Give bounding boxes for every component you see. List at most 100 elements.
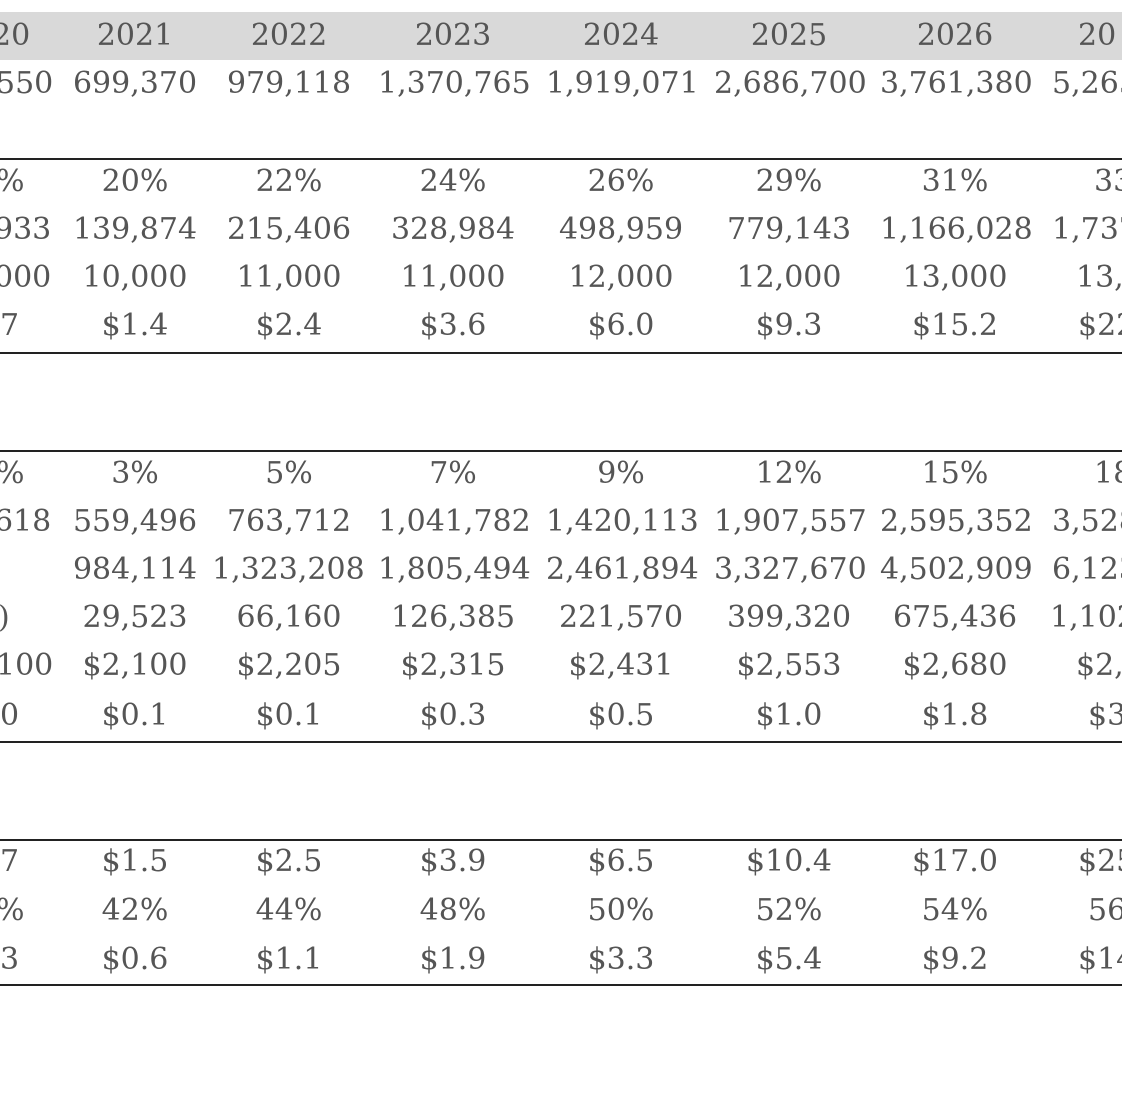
section-top-rule [0, 158, 1122, 160]
table-row: % 20% 22% 24% 26% 29% 31% 33 [0, 158, 1122, 206]
table-cell: $1.1 [255, 942, 323, 977]
section-top-rule [0, 450, 1122, 452]
table-cell: 3,761,380 [880, 66, 1033, 101]
table-cell: 5% [265, 456, 313, 491]
table-cell: 50% [587, 893, 655, 928]
section-bottom-rule [0, 352, 1122, 354]
table-cell: $22 [1078, 308, 1122, 343]
table-cell: 1,737 [1052, 212, 1122, 247]
table-cell: 1,102 [1050, 600, 1122, 635]
table-row: 0 $0.1 $0.1 $0.3 $0.5 $1.0 $1.8 $3 [0, 692, 1122, 740]
table-row: 3 $0.6 $1.1 $1.9 $3.3 $5.4 $9.2 $14 [0, 936, 1122, 984]
table-cell: $0.1 [101, 698, 169, 733]
table-cell: 3 [0, 942, 20, 977]
table-cell: $3.6 [419, 308, 487, 343]
table-cell: $9.2 [921, 942, 989, 977]
year-header-cell: 20 [1078, 18, 1117, 53]
section-bottom-rule [0, 741, 1122, 743]
table-cell: 29% [755, 164, 823, 199]
table-cell: 66,160 [236, 600, 342, 635]
table-cell: 984,114 [72, 552, 198, 587]
table-cell: 44% [255, 893, 323, 928]
table-cell: 56 [1088, 893, 1122, 928]
table-row: 7 $1.5 $2.5 $3.9 $6.5 $10.4 $17.0 $25 [0, 838, 1122, 886]
table-row: 100 $2,100 $2,205 $2,315 $2,431 $2,553 $… [0, 642, 1122, 690]
table-cell: 0 [0, 698, 20, 733]
table-cell: $10.4 [746, 844, 832, 879]
table-cell: $2.5 [255, 844, 323, 879]
table-cell: 12,000 [568, 260, 674, 295]
table-cell: $5.4 [755, 942, 823, 977]
table-cell: 10,000 [82, 260, 188, 295]
table-cell: $25 [1078, 844, 1122, 879]
table-cell: $1.8 [921, 698, 989, 733]
table-cell: $2, [1076, 648, 1122, 683]
table-cell: 33 [1094, 164, 1122, 199]
table-cell: 1,166,028 [880, 212, 1033, 247]
table-cell: $2,431 [568, 648, 674, 683]
table-row: 7 $1.4 $2.4 $3.6 $6.0 $9.3 $15.2 $22 [0, 302, 1122, 350]
table-cell: 20% [101, 164, 169, 199]
table-cell: 1,323,208 [212, 552, 365, 587]
table-cell: 2,595,352 [880, 504, 1033, 539]
table-cell: 7% [429, 456, 477, 491]
table-cell: $14 [1078, 942, 1122, 977]
section-top-rule [0, 839, 1122, 841]
table-cell: $3.9 [419, 844, 487, 879]
table-cell: ) [0, 594, 28, 642]
table-cell: 618 [0, 504, 52, 539]
table-cell: 18 [1094, 456, 1122, 491]
table-cell: 221,570 [558, 600, 684, 635]
table-cell: 48% [419, 893, 487, 928]
table-cell: $0.3 [419, 698, 487, 733]
table-cell: $0.1 [255, 698, 323, 733]
table-cell: $1.0 [755, 698, 823, 733]
table-cell: 4,502,909 [880, 552, 1033, 587]
table-cell: 24% [419, 164, 487, 199]
table-row: 984,114 1,323,208 1,805,494 2,461,894 3,… [0, 546, 1122, 594]
year-header-cell: 20 [0, 18, 31, 53]
table-cell: $2,680 [902, 648, 1008, 683]
table-cell: 779,143 [726, 212, 852, 247]
table-cell: $1.9 [419, 942, 487, 977]
table-cell: $17.0 [912, 844, 998, 879]
table-cell: $2,315 [400, 648, 506, 683]
table-cell: 933 [0, 212, 52, 247]
table-cell: 1,907,557 [714, 504, 867, 539]
table-cell: 3,327,670 [714, 552, 867, 587]
year-header-row: 20 2021 2022 2023 2024 2025 2026 20 [0, 12, 1122, 60]
table-cell: 26% [587, 164, 655, 199]
table-cell: $0.5 [587, 698, 655, 733]
table-cell: 2,461,894 [546, 552, 699, 587]
table-cell: 22% [255, 164, 323, 199]
table-row: % 3% 5% 7% 9% 12% 15% 18 [0, 450, 1122, 498]
table-cell: $9.3 [755, 308, 823, 343]
year-header-cell: 2025 [750, 18, 828, 53]
table-cell: 13,000 [902, 260, 1008, 295]
table-cell: 1,805,494 [378, 552, 531, 587]
table-cell: 52% [755, 893, 823, 928]
table-cell: 5,265 [1052, 66, 1122, 101]
table-cell: % [0, 887, 56, 935]
table-cell: $3.3 [587, 942, 655, 977]
table-cell: 54% [921, 893, 989, 928]
table-cell: 7 [0, 844, 20, 879]
table-cell: 9% [597, 456, 645, 491]
table-cell: 699,370 [72, 66, 198, 101]
table-cell: 2,686,700 [714, 66, 867, 101]
table-cell: 1,370,765 [378, 66, 531, 101]
table-cell: 498,959 [558, 212, 684, 247]
year-header-cell: 2023 [414, 18, 492, 53]
table-cell: 3% [111, 456, 159, 491]
table-cell: $15.2 [912, 308, 998, 343]
table-cell: 31% [921, 164, 989, 199]
table-cell: 12,000 [736, 260, 842, 295]
table-cell: 979,118 [226, 66, 352, 101]
table-cell: 3,528 [1052, 504, 1122, 539]
table-cell: $1.4 [101, 308, 169, 343]
table-cell: 100 [0, 648, 54, 683]
table-cell: $6.0 [587, 308, 655, 343]
table-cell: 126,385 [390, 600, 516, 635]
table-cell: $3 [1088, 698, 1122, 733]
table-cell: % [0, 450, 56, 498]
